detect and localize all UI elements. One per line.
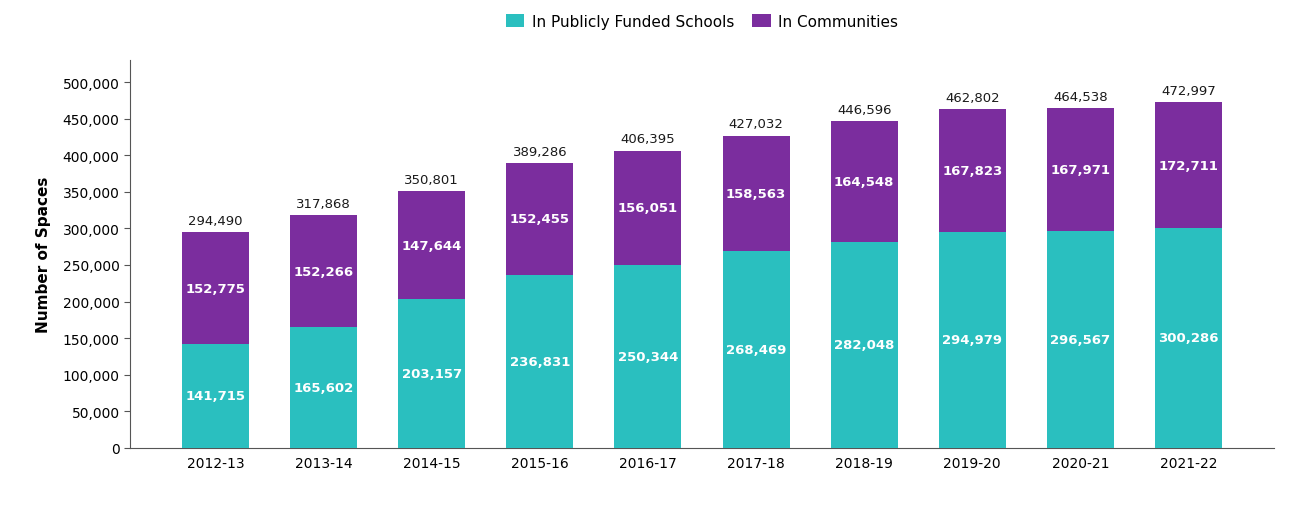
Bar	[290, 327, 358, 448]
Text: 172,711: 172,711	[1158, 159, 1218, 172]
Bar	[182, 233, 250, 345]
Text: 389,286: 389,286	[512, 146, 567, 159]
Text: 167,971: 167,971	[1050, 164, 1110, 177]
Text: 464,538: 464,538	[1053, 91, 1108, 104]
Text: 268,469: 268,469	[725, 344, 786, 356]
Text: 294,979: 294,979	[942, 334, 1002, 347]
Legend: In Publicly Funded Schools, In Communities: In Publicly Funded Schools, In Communiti…	[499, 9, 905, 36]
Bar	[1154, 103, 1222, 229]
Bar	[831, 122, 898, 242]
Text: 282,048: 282,048	[835, 338, 894, 352]
Bar	[723, 252, 789, 448]
Text: 156,051: 156,051	[618, 202, 679, 215]
Text: 152,266: 152,266	[294, 265, 354, 278]
Text: 167,823: 167,823	[942, 165, 1002, 178]
Bar	[1046, 109, 1114, 232]
Bar	[1154, 229, 1222, 448]
Y-axis label: Number of Spaces: Number of Spaces	[36, 177, 52, 332]
Text: 317,868: 317,868	[296, 198, 351, 211]
Text: 165,602: 165,602	[294, 381, 354, 394]
Bar	[1046, 232, 1114, 448]
Text: 472,997: 472,997	[1161, 84, 1216, 98]
Text: 236,831: 236,831	[510, 355, 569, 368]
Bar	[723, 136, 789, 252]
Bar	[939, 110, 1006, 233]
Text: 164,548: 164,548	[835, 176, 894, 188]
Text: 350,801: 350,801	[404, 174, 459, 187]
Bar	[398, 300, 465, 448]
Text: 152,455: 152,455	[510, 213, 569, 226]
Text: 427,032: 427,032	[728, 118, 784, 131]
Text: 406,395: 406,395	[620, 133, 675, 146]
Bar	[290, 216, 358, 327]
Text: 446,596: 446,596	[837, 104, 892, 117]
Text: 203,157: 203,157	[402, 367, 462, 380]
Bar	[506, 164, 573, 275]
Text: 152,775: 152,775	[186, 282, 246, 295]
Text: 158,563: 158,563	[725, 188, 786, 201]
Bar	[615, 151, 681, 265]
Text: 250,344: 250,344	[618, 350, 679, 363]
Text: 296,567: 296,567	[1050, 333, 1110, 346]
Bar	[398, 192, 465, 300]
Bar	[182, 345, 250, 448]
Text: 141,715: 141,715	[186, 390, 246, 403]
Bar	[506, 275, 573, 448]
Text: 462,802: 462,802	[945, 92, 1000, 105]
Bar	[831, 242, 898, 448]
Text: 147,644: 147,644	[402, 239, 462, 252]
Bar	[615, 265, 681, 448]
Bar	[939, 233, 1006, 448]
Text: 294,490: 294,490	[188, 215, 243, 228]
Text: 300,286: 300,286	[1158, 332, 1218, 345]
